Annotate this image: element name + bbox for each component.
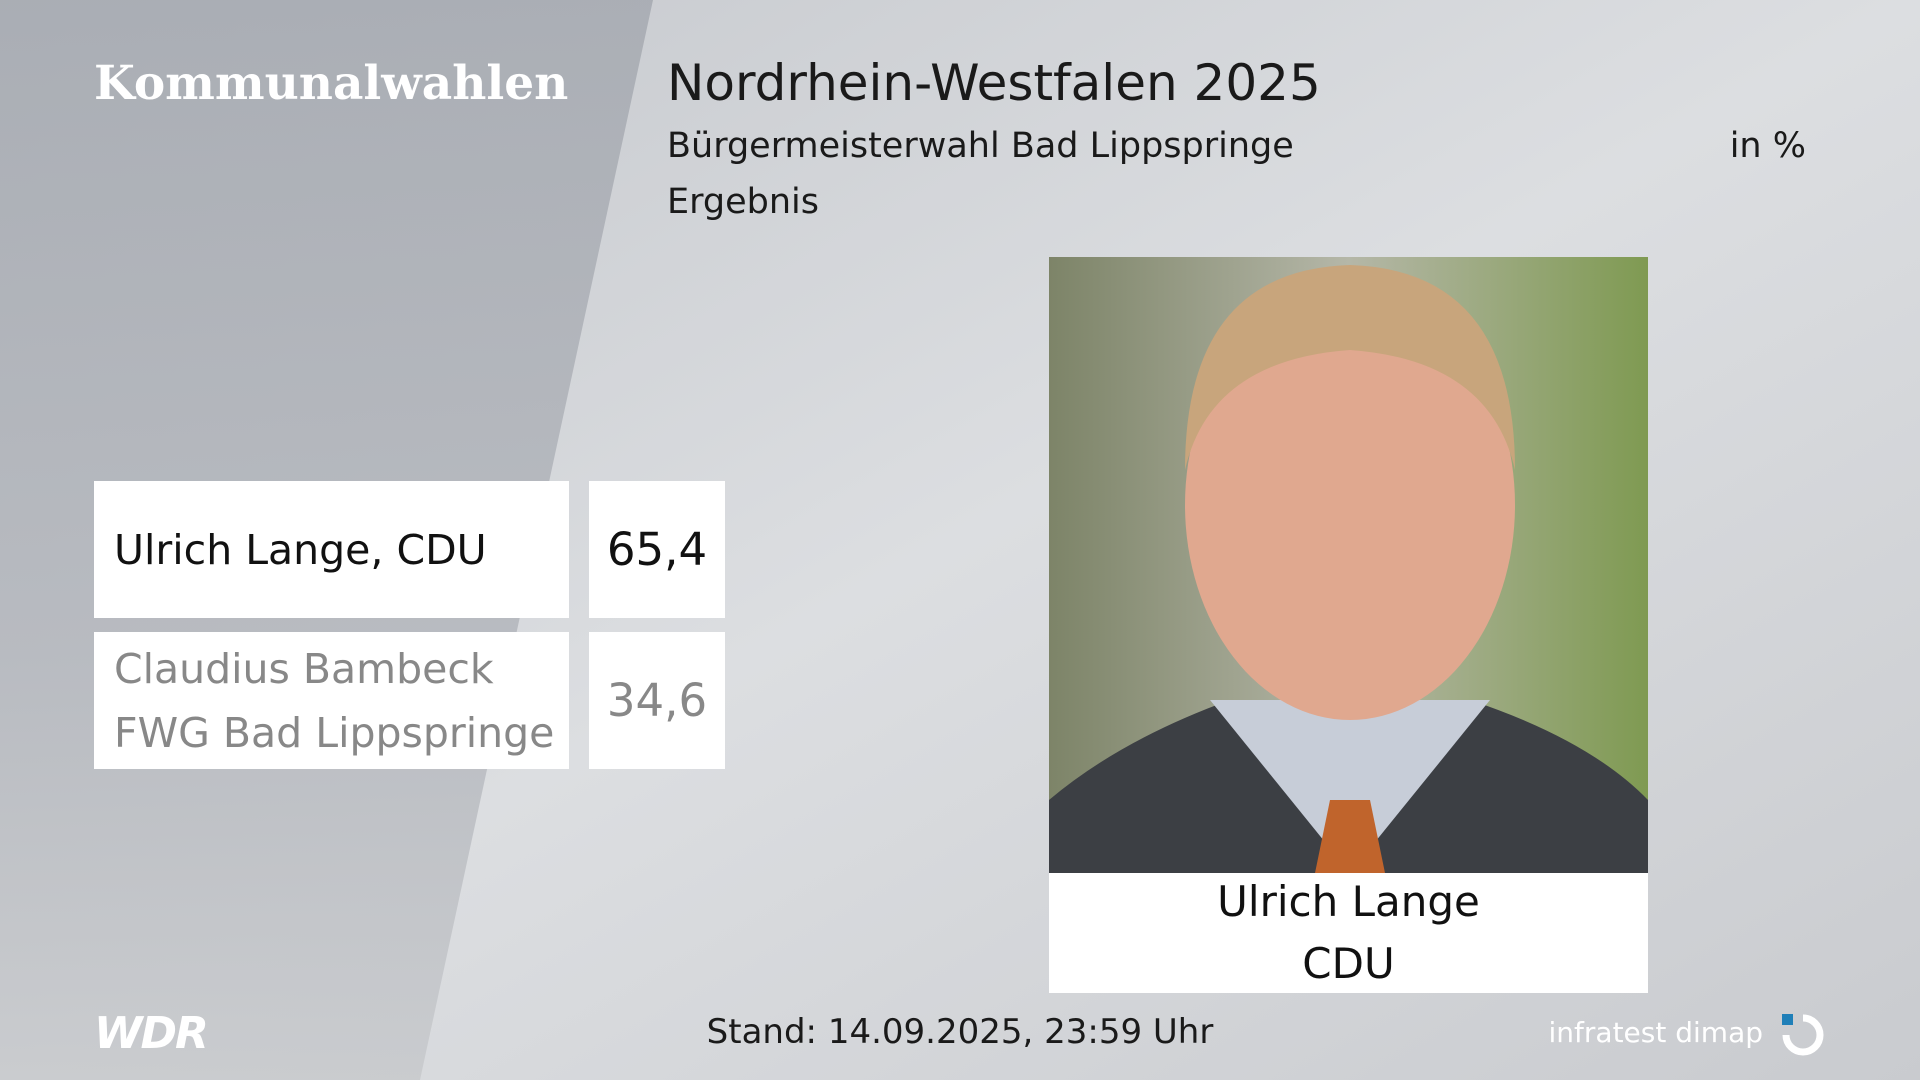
stand: Stand: 14.09.2025, 23:59 Uhr — [706, 1012, 1214, 1052]
unit: in % — [1729, 126, 1806, 166]
photo-caption: Ulrich Lange CDU — [1049, 873, 1648, 993]
name-line: Claudius Bambeck — [114, 644, 494, 693]
portrait — [1049, 257, 1648, 873]
name-line: FWG Bad Lippspringe — [114, 708, 555, 757]
photo-party: CDU — [1302, 939, 1395, 988]
candidate-name: Ulrich Lange, CDU — [94, 481, 569, 618]
name-line: Ulrich Lange, CDU — [114, 525, 487, 574]
source-logo — [1782, 1014, 1824, 1056]
subtitle: Bürgermeisterwahl Bad Lippspringe — [667, 126, 1294, 166]
result-value: 65,4 — [589, 481, 725, 618]
photo-name: Ulrich Lange — [1217, 877, 1480, 926]
value-text: 65,4 — [606, 523, 708, 576]
brand: Kommunalwahlen — [94, 56, 569, 111]
source: infratest dimap — [1548, 1016, 1763, 1049]
title: Nordrhein-Westfalen 2025 — [667, 54, 1321, 112]
value-text: 34,6 — [606, 674, 708, 727]
result-value: 34,6 — [589, 632, 725, 769]
caption: Ergebnis — [667, 182, 819, 222]
candidate-name: Claudius Bambeck FWG Bad Lippspringe — [94, 632, 569, 769]
wdr-logo: WDR — [94, 1008, 209, 1059]
